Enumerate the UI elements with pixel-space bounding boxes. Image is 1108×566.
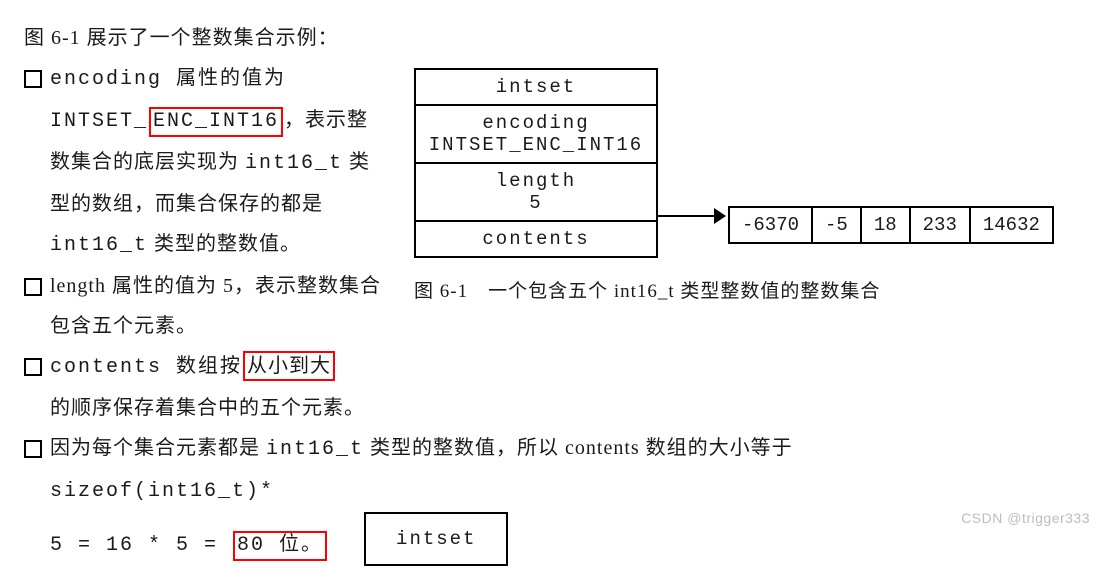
cell-length: length 5: [416, 164, 656, 222]
code: int16_t: [266, 438, 364, 461]
bullet-marker: [24, 70, 42, 88]
bullet-2: length 属性的值为 5，表示整数集合包含五个元素。: [24, 266, 384, 346]
code: int16_t: [50, 234, 148, 257]
highlight-sort-order: 从小到大: [243, 351, 335, 381]
text: 类型的整数值，所以 contents 数组的大小等于: [364, 437, 793, 459]
bullet-1: encoding 属性的值为 INTSET_ENC_INT16，表示整数集合的底…: [24, 58, 384, 266]
highlight-80bit: 80 位。: [233, 531, 327, 561]
bullet-4: 因为每个集合元素都是 int16_t 类型的整数值，所以 contents 数组…: [24, 428, 1084, 566]
array-cell: 18: [862, 208, 911, 242]
text: 的顺序保存着集合中的五个元素。: [50, 397, 365, 419]
code-expr: sizeof(int16_t)*: [50, 480, 274, 503]
intset-struct-table: intset encoding INTSET_ENC_INT16 length …: [414, 68, 658, 258]
array-cell: -6370: [730, 208, 813, 242]
watermark: CSDN @trigger333: [961, 510, 1090, 526]
bullet-marker: [24, 440, 42, 458]
intset-diagram: intset encoding INTSET_ENC_INT16 length …: [414, 68, 1084, 258]
code: int16_t: [245, 152, 343, 175]
bullet-marker: [24, 358, 42, 376]
figure-caption: 图 6-1 一个包含五个 int16_t 类型整数值的整数集合: [414, 276, 1084, 303]
code-expr: 5 = 16 * 5 =: [50, 534, 232, 557]
array-cell: 233: [911, 208, 971, 242]
array-cell: -5: [813, 208, 862, 242]
text: length 属性的值为 5，表示整数集合包含五个元素。: [50, 266, 384, 346]
arrow: [658, 196, 728, 236]
contents-array: -6370 -5 18 233 14632: [728, 206, 1054, 244]
small-intset-box: intset: [364, 512, 508, 566]
text: 类型的整数值。: [148, 233, 301, 255]
bullet-marker: [24, 278, 42, 296]
cell-contents: contents: [416, 222, 656, 256]
intro-line: 图 6-1 展示了一个整数集合示例：: [24, 18, 1084, 58]
text: 因为每个集合元素都是: [50, 437, 266, 459]
text: contents 数组按: [50, 356, 242, 379]
cell-intset: intset: [416, 70, 656, 106]
bullet-3: contents 数组按从小到大 的顺序保存着集合中的五个元素。: [24, 346, 1084, 428]
array-cell: 14632: [971, 208, 1052, 242]
cell-encoding: encoding INTSET_ENC_INT16: [416, 106, 656, 164]
highlight-enc-int16: ENC_INT16: [149, 107, 283, 137]
